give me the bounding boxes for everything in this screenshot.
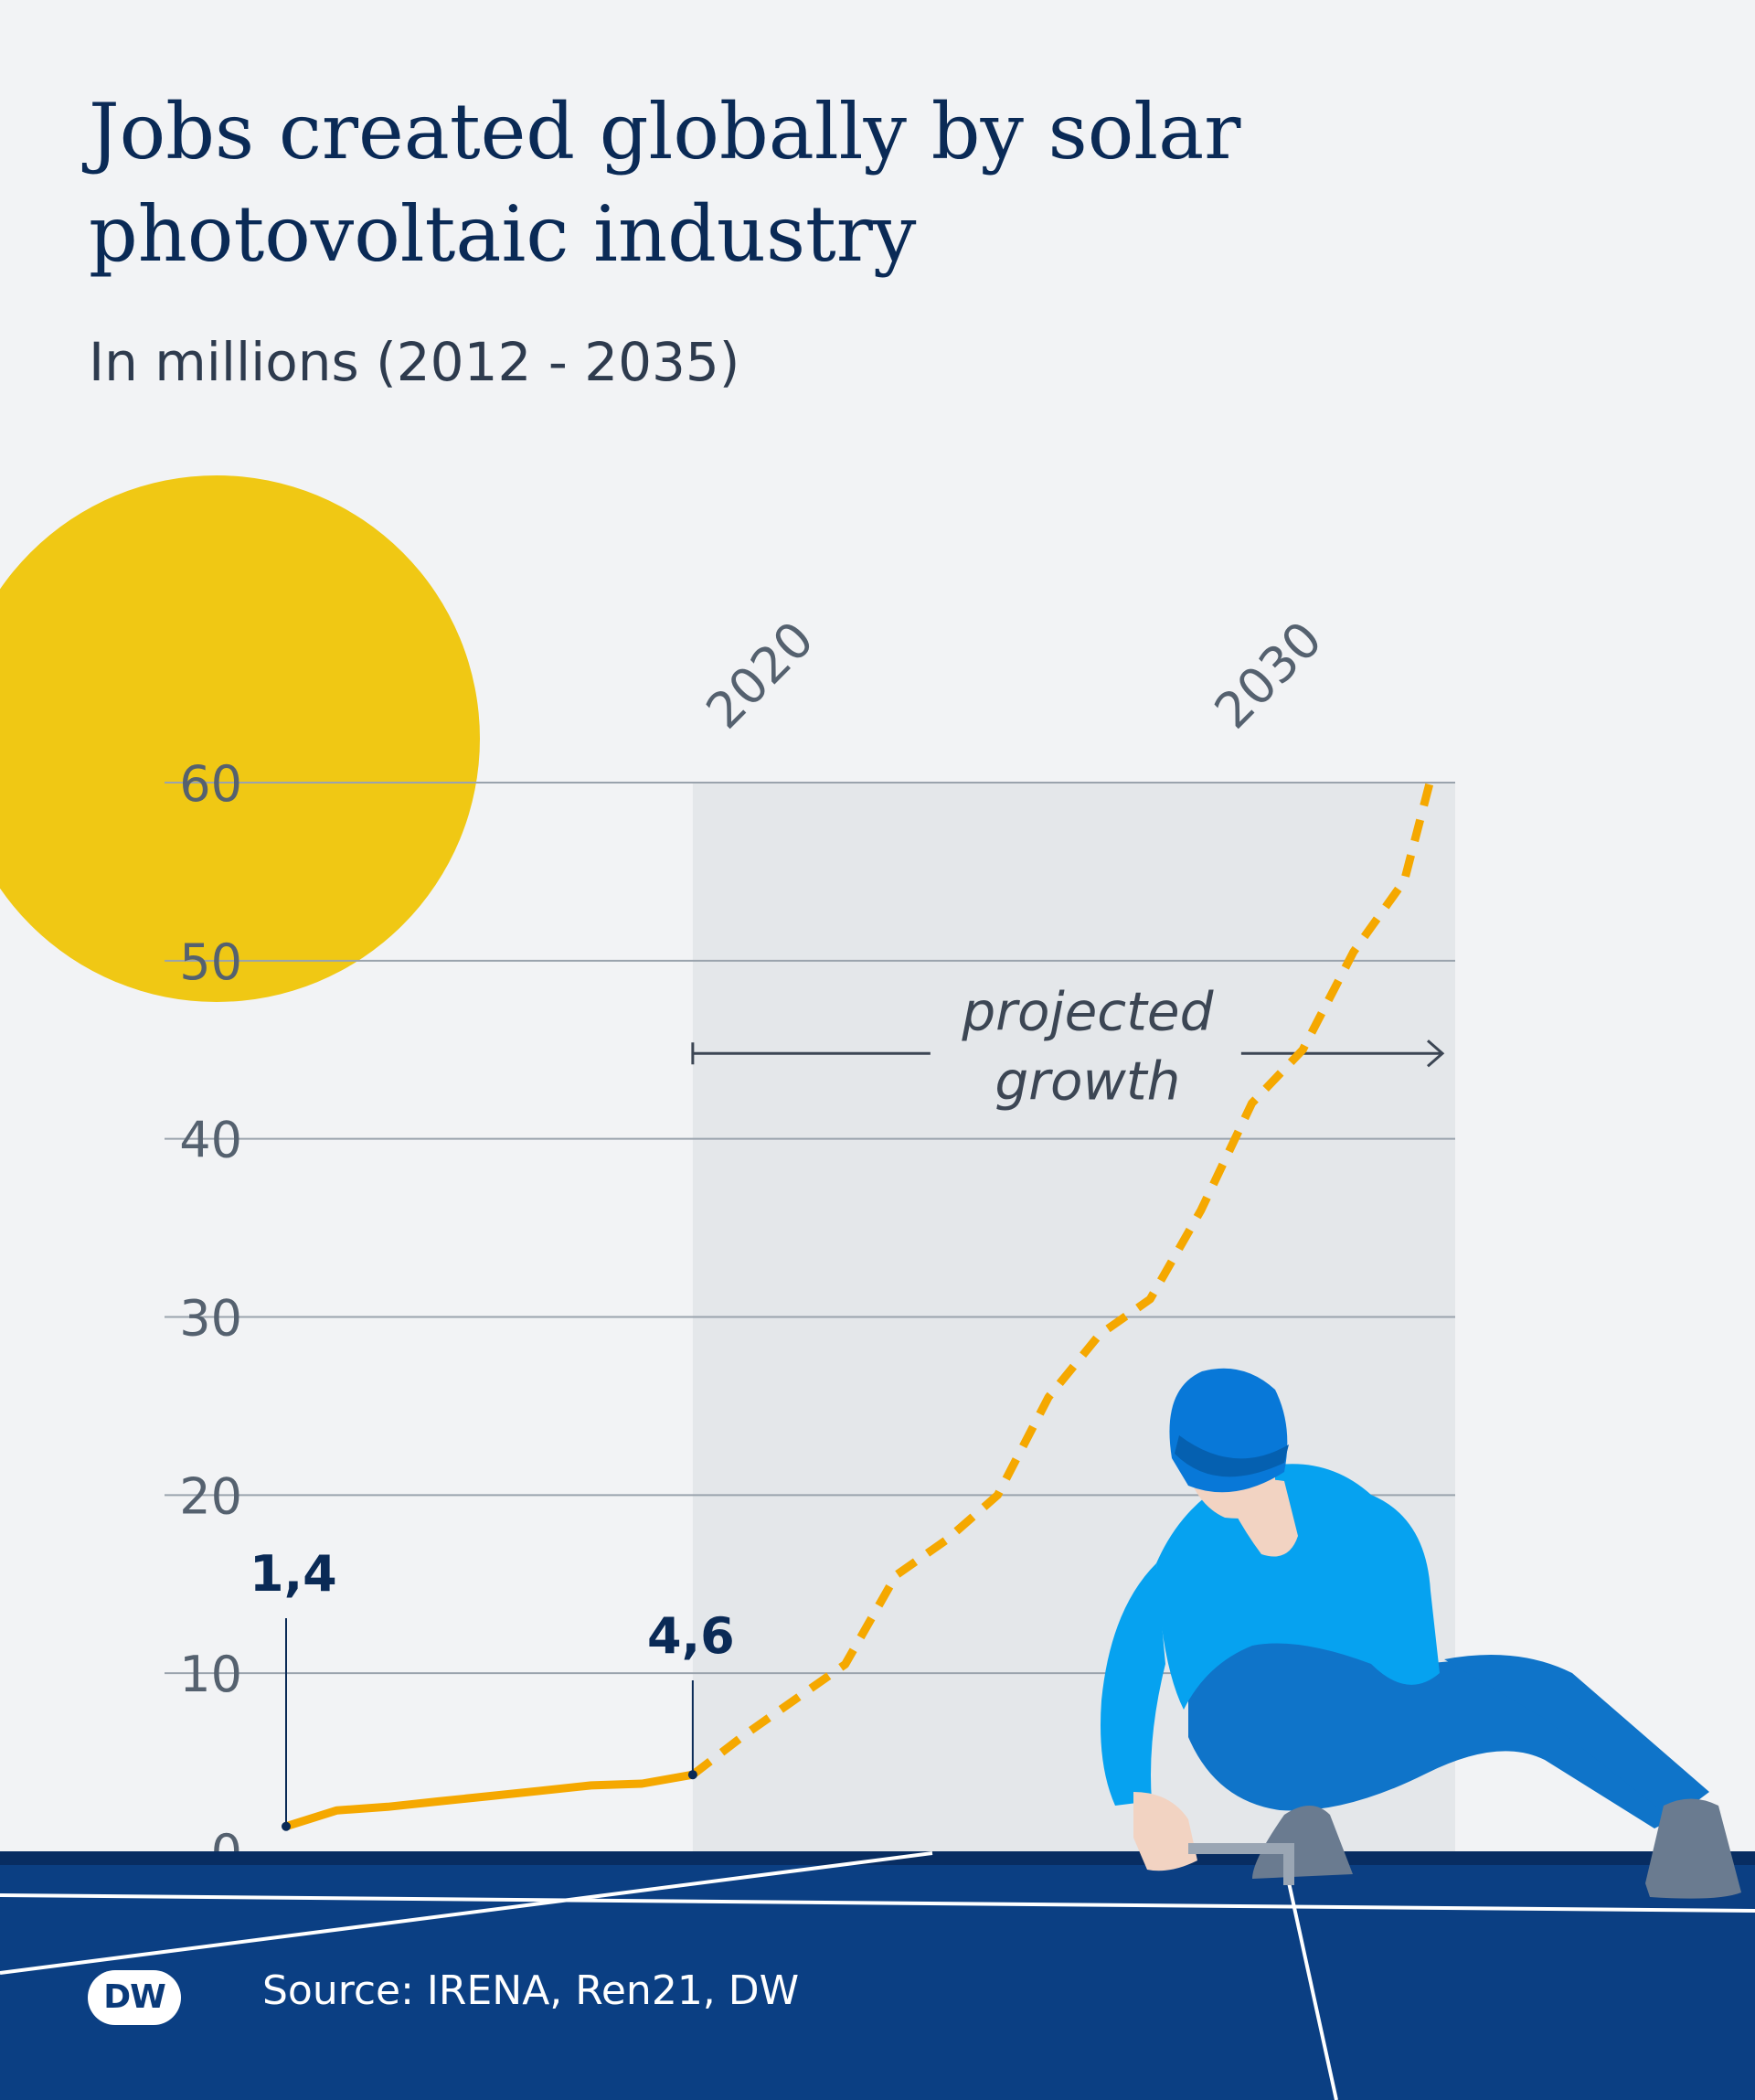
y-tick-label-60: 60	[179, 755, 242, 813]
chart-subtitle: In millions (2012 - 2035)	[89, 331, 740, 393]
panel-line-diagonal	[0, 1851, 933, 1975]
y-tick-label-40: 40	[179, 1112, 242, 1169]
y-tick-label-20: 20	[179, 1467, 242, 1525]
annotation-arrowhead	[1427, 1039, 1445, 1068]
worker-illustration	[1101, 1368, 1741, 1899]
data-label-1: 4,6	[647, 1607, 735, 1665]
series-line-dashed	[690, 781, 1434, 1778]
data-label-0: 1,4	[250, 1545, 337, 1603]
data-label-dot-1	[687, 1770, 697, 1780]
projected-growth-annotation: projected growth	[691, 980, 1445, 1112]
y-tick-label-30: 30	[179, 1290, 242, 1348]
panel-line-vertical	[1285, 1873, 1338, 2100]
x-tick-label-2020: 2020	[696, 610, 825, 740]
source-text: Source: IRENA, Ren21, DW	[262, 1967, 800, 2014]
data-label-dot-0	[282, 1821, 291, 1831]
annotation-text-line1: projected	[961, 980, 1214, 1042]
panel-line-horizontal	[0, 1893, 1755, 1913]
sun-illustration	[0, 475, 480, 1002]
solar-panel-ground	[0, 1851, 1755, 2100]
chart-title: Jobs created globally by solar photovolt…	[89, 87, 1241, 279]
dw-logo: DW	[88, 1970, 181, 2025]
y-tick-label-50: 50	[179, 933, 242, 991]
series-line-solid	[284, 1770, 694, 1830]
annotation-text-line2: growth	[994, 1050, 1180, 1112]
solar-panel-edge	[0, 1851, 1755, 1865]
y-tick-label-10: 10	[179, 1646, 242, 1703]
x-tick-label-2030: 2030	[1204, 610, 1334, 740]
